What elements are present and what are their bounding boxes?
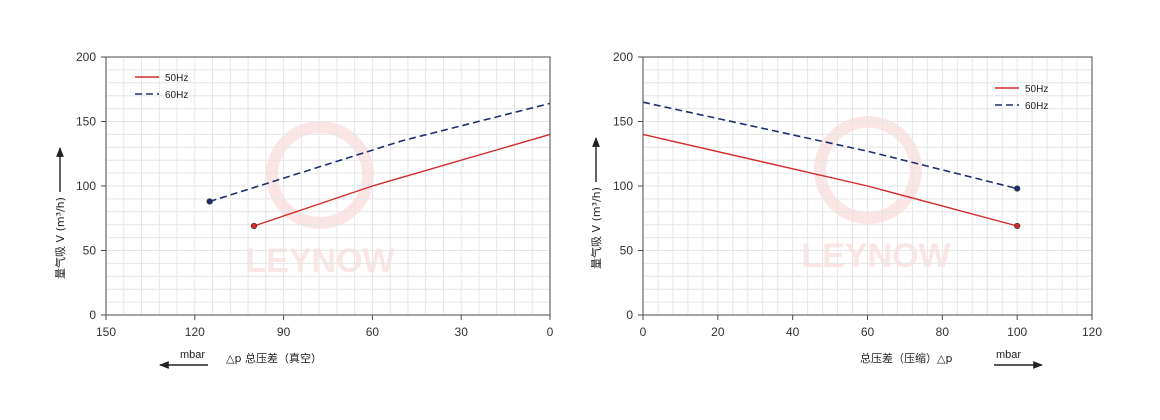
x-tick-label: 20 xyxy=(711,325,725,339)
y-tick-label: 100 xyxy=(76,179,96,193)
watermark-text: LEYNOW xyxy=(245,242,395,280)
chart-vacuum: LEYNOW 150 120 90 60 30 0 0 50 100 150 200 50Hz 60H… xyxy=(53,50,554,369)
y-tick-label: 50 xyxy=(83,244,97,258)
series-endpoint-60Hz xyxy=(1014,185,1021,192)
x-tick-label: 120 xyxy=(185,325,205,339)
legend: 50Hz 60Hz xyxy=(135,73,188,101)
series-line-60Hz xyxy=(642,101,1018,190)
legend-label-60Hz: 60Hz xyxy=(1025,101,1048,112)
y-tick-label: 150 xyxy=(613,115,633,129)
series-line-50Hz xyxy=(642,133,1018,227)
watermark-text: LEYNOW xyxy=(801,237,951,275)
y-tick-label: 0 xyxy=(89,308,96,322)
x-tick-label: 40 xyxy=(786,325,800,339)
series-endpoint-50Hz xyxy=(250,222,258,230)
watermark: LEYNOW xyxy=(245,121,396,280)
x-tick-label: 0 xyxy=(640,325,647,339)
x-tick-label: 60 xyxy=(366,325,380,339)
y-tick-label: 200 xyxy=(76,50,96,64)
y-axis-label: 量气吸 V (m³/h) xyxy=(53,197,67,279)
x-axis-unit: mbar xyxy=(180,349,205,361)
x-tick-label: 80 xyxy=(936,325,950,339)
y-tick-label: 100 xyxy=(613,179,633,193)
y-tick-label: 200 xyxy=(613,50,633,64)
legend-label-50Hz: 50Hz xyxy=(1025,84,1048,95)
series-endpoint-50Hz xyxy=(1014,222,1021,230)
series-endpoint-60Hz xyxy=(206,198,213,205)
legend: 50Hz 60Hz xyxy=(995,84,1048,112)
x-tick-label: 120 xyxy=(1082,325,1102,339)
y-tick-label: 150 xyxy=(76,115,96,129)
x-tick-label: 150 xyxy=(96,325,116,339)
x-axis-label: 总压差（压缩）△p xyxy=(860,351,952,365)
series-line-50Hz xyxy=(253,133,551,227)
y-axis-label: 量气吸 V (m³/h) xyxy=(589,187,603,269)
series-layer xyxy=(206,102,551,230)
y-tick-label: 0 xyxy=(626,308,633,322)
legend-label-50Hz: 50Hz xyxy=(165,73,188,84)
x-tick-label: 100 xyxy=(1007,325,1027,339)
tick-labels: 150 120 90 60 30 0 0 50 100 150 200 xyxy=(76,50,554,339)
legend-label-60Hz: 60Hz xyxy=(165,90,188,101)
x-tick-label: 90 xyxy=(277,325,291,339)
x-axis-unit: mbar xyxy=(996,349,1021,361)
x-tick-label: 60 xyxy=(861,325,875,339)
series-layer xyxy=(642,101,1021,230)
tick-labels: 0 20 40 60 80 100 120 0 50 100 150 200 xyxy=(613,50,1102,339)
grid xyxy=(106,57,550,315)
x-axis-label: △p 总压差（真空） xyxy=(226,351,322,365)
series-line-60Hz xyxy=(209,102,551,203)
x-tick-label: 0 xyxy=(547,325,554,339)
chart-compression: LEYNOW 0 20 40 60 80 100 120 0 50 100 150 200 50Hz 6… xyxy=(589,50,1102,369)
x-tick-label: 30 xyxy=(455,325,469,339)
y-tick-label: 50 xyxy=(620,244,634,258)
